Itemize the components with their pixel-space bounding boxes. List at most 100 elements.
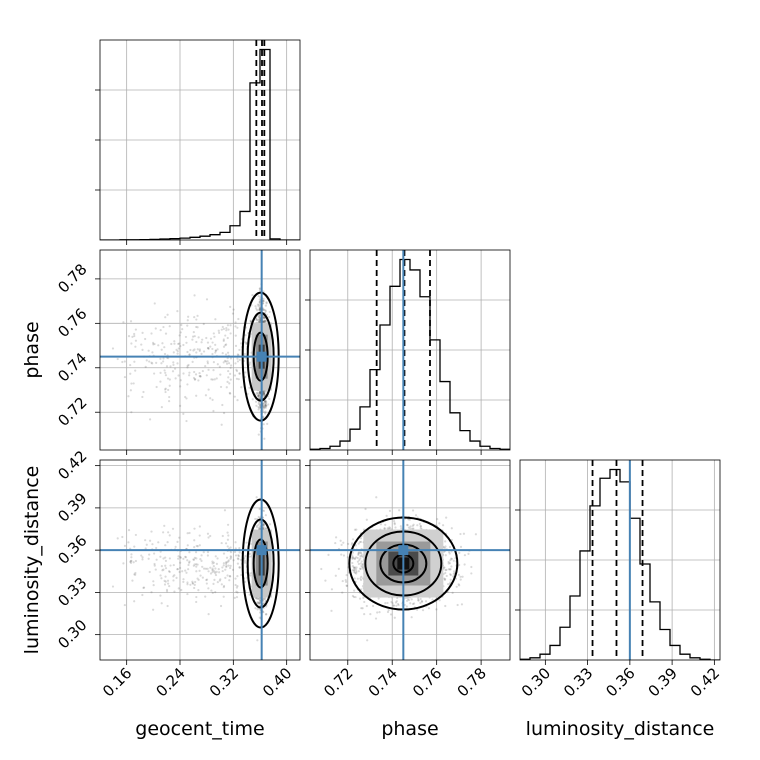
sample-point [262,290,265,293]
sample-point [224,353,228,356]
sample-point [262,600,265,603]
sample-point [193,370,196,374]
sample-point [257,316,260,319]
sample-point [364,507,367,511]
sample-point [160,577,163,580]
sample-point [257,597,260,601]
sample-point [152,584,155,587]
sample-point [159,594,162,597]
sample-point [142,390,145,394]
sample-point [140,554,143,557]
sample-point [258,392,262,395]
panel-frame [309,249,511,451]
tick-label-x: 0.16 [99,664,135,700]
sample-point [248,552,252,555]
sample-point [236,574,239,578]
sample-point [217,329,220,332]
sample-point [443,566,446,569]
sample-point [265,527,268,530]
sample-point [216,581,219,584]
sample-point [176,362,179,365]
sample-point [351,557,354,560]
sample-point [258,599,261,602]
sample-point [129,559,132,563]
sample-point [198,534,201,537]
sample-point [263,401,266,404]
sample-point [263,406,266,409]
sample-point [233,550,237,554]
sample-point [155,361,158,364]
sample-point [129,561,133,564]
sample-point [222,562,225,565]
sample-point [254,305,257,308]
panel-2d-phase-luminosity_distance: 0.72 0.74 0.76 0.78 [305,459,511,700]
sample-point [178,536,181,539]
sample-point [159,357,162,360]
sample-point [262,320,265,323]
sample-point [236,353,239,356]
sample-point [177,587,180,590]
sample-point [141,331,144,334]
sample-point [193,348,196,351]
sample-point [152,608,155,611]
sample-point [258,601,261,604]
sample-point [193,316,196,319]
sample-point [193,294,196,297]
sample-point [192,331,195,334]
sample-point [134,559,138,563]
sample-point [245,541,248,544]
sample-point [229,555,232,558]
sample-point [176,350,179,353]
sample-point [263,308,266,312]
sample-point [195,318,198,321]
sample-point [474,533,477,536]
sample-point [264,514,267,517]
tick-label-x: 0.72 [320,664,356,700]
sample-point [219,385,223,389]
sample-point [207,347,210,350]
tick-label-x: 0.32 [206,664,242,700]
sample-point [168,585,171,588]
sample-point [334,541,337,545]
sample-point [264,597,267,600]
sample-point [176,310,179,313]
sample-point [111,585,115,588]
sample-point [264,309,267,312]
sample-point [236,562,240,565]
sample-point [265,301,268,304]
sample-point [222,339,225,342]
sample-point [194,373,198,376]
sample-point [229,575,232,578]
sample-point [255,317,258,321]
sample-point [268,397,271,400]
sample-point [150,530,153,533]
sample-point [134,339,138,342]
sample-point [192,349,195,352]
sample-point [258,308,262,312]
sample-point [421,600,424,603]
sample-point [221,569,224,573]
sample-point [470,565,473,569]
sample-point [162,557,165,560]
sample-point [213,378,216,381]
sample-point [334,574,337,577]
sample-point [164,559,168,563]
sample-point [173,342,176,345]
sample-point [173,590,176,593]
sample-point [212,582,215,585]
sample-point [222,327,225,331]
sample-point [213,335,216,338]
sample-point [458,584,461,587]
sample-point [226,360,229,363]
sample-point [151,351,154,354]
sample-point [131,335,134,338]
sample-point [178,342,181,345]
sample-point [240,342,243,345]
sample-point [204,567,208,570]
sample-point [184,556,188,559]
sample-point [244,341,247,344]
sample-point [212,369,215,372]
sample-point [449,581,452,584]
sample-point [195,565,198,568]
sample-point [257,320,261,323]
